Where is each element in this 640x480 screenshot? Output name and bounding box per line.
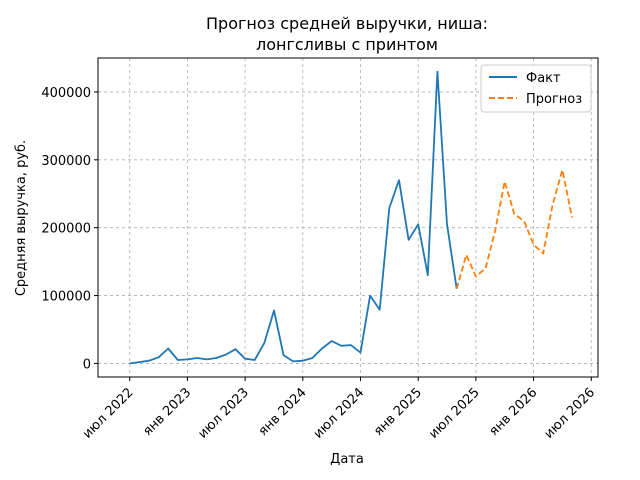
series-line-forecast bbox=[455, 169, 573, 290]
x-tick-label: июл 2023 bbox=[195, 385, 252, 442]
y-axis-ticks: 0 100000 200000 300000 400000 bbox=[41, 86, 98, 372]
y-tick-label: 300000 bbox=[41, 154, 91, 169]
x-tick-label: июл 2025 bbox=[426, 385, 483, 442]
x-tick-label: янв 2025 bbox=[371, 385, 425, 439]
x-axis-label: Дата bbox=[330, 452, 364, 467]
x-tick-label: июл 2024 bbox=[311, 385, 368, 442]
series-layer bbox=[129, 70, 573, 365]
x-tick-label: июл 2022 bbox=[80, 385, 137, 442]
x-tick-label: янв 2026 bbox=[487, 385, 541, 439]
y-axis-label: Средняя выручка, руб. bbox=[14, 140, 29, 296]
y-tick-label: 0 bbox=[83, 357, 91, 372]
x-tick-label: июл 2026 bbox=[542, 385, 599, 442]
chart-title-line-2: лонгсливы с принтом bbox=[256, 35, 438, 54]
plot-area-frame bbox=[97, 57, 599, 378]
legend: Факт Прогноз bbox=[480, 64, 592, 113]
y-tick-label: 200000 bbox=[41, 222, 91, 237]
series-line-fact bbox=[129, 70, 458, 365]
chart-title-line-1: Прогноз средней выручки, ниша: bbox=[206, 14, 488, 33]
legend-label-fact: Факт bbox=[526, 71, 561, 86]
x-tick-label: янв 2024 bbox=[256, 385, 310, 439]
x-tick-label: янв 2023 bbox=[140, 385, 194, 439]
x-axis-ticks: июл 2022 янв 2023 июл 2023 янв 2024 июл 2024… bbox=[80, 377, 598, 442]
y-tick-label: 400000 bbox=[41, 86, 91, 101]
y-tick-label: 100000 bbox=[41, 290, 91, 305]
legend-label-forecast: Прогноз bbox=[526, 92, 582, 107]
